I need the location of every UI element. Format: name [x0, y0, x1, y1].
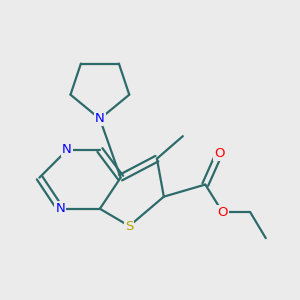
Text: S: S: [125, 220, 134, 232]
Text: O: O: [217, 206, 228, 219]
Text: N: N: [62, 143, 72, 157]
Text: N: N: [55, 202, 65, 215]
Text: N: N: [95, 112, 105, 125]
Text: O: O: [214, 147, 224, 160]
